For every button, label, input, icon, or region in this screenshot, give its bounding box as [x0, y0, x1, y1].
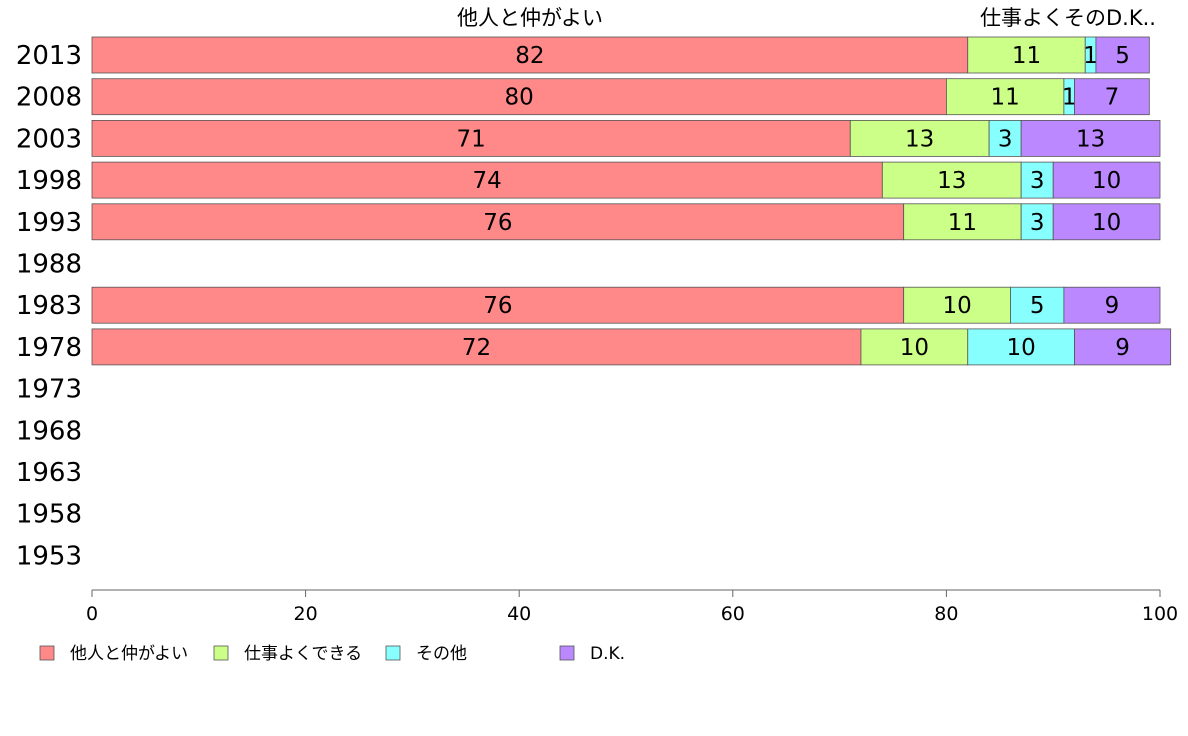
bar-segment: [1095, 36, 1150, 74]
bar-value-label: 11: [990, 85, 1019, 111]
x-axis: 0 20 40 60 80 100: [86, 589, 1178, 625]
bar-segment: [946, 78, 1065, 116]
bar-segment: [91, 328, 862, 366]
x-tick-label: 100: [1142, 603, 1178, 625]
x-tick-label: 60: [721, 603, 745, 625]
bar-segment: [849, 120, 990, 157]
bar-segment: [1020, 120, 1161, 157]
bar-value-label: 7: [1105, 85, 1120, 111]
x-tick-label: 0: [86, 603, 98, 625]
bar-segment: [1020, 203, 1054, 241]
legend-swatch: [213, 645, 229, 661]
bar-segment: [1063, 286, 1161, 324]
top-label-2: 仕事よくその: [980, 6, 1106, 30]
bar-value-label: 10: [900, 335, 929, 361]
bar-value-label: 13: [905, 126, 934, 152]
bar-segment: [967, 328, 1075, 366]
y-label-2013: 2013: [16, 41, 82, 71]
bar-segment: [903, 203, 1022, 241]
bar-value-label: 10: [1092, 210, 1121, 236]
bar-value-label: 9: [1115, 335, 1130, 361]
bar-segment: [1052, 161, 1161, 199]
bar-segment: [1020, 161, 1054, 199]
bar-value-label: 76: [483, 210, 512, 236]
bar-value-label: 1: [1083, 43, 1098, 69]
legend-label: 他人と仲がよい: [70, 644, 188, 664]
bar-segment: [91, 286, 905, 324]
bar-value-label: 3: [1030, 210, 1045, 236]
y-axis-labels: 2013 2008 2003 1998 1993 1988 1983 1978 1973 1968…: [16, 41, 82, 571]
legend-label: D.K.: [590, 644, 625, 664]
legend: 他人と仲がよい 仕事よくできる その他 D.K.: [39, 644, 625, 664]
legend-swatch: [39, 645, 55, 661]
top-label-3: D.K..: [1106, 6, 1156, 30]
bar-value-label: 5: [1115, 43, 1130, 69]
bar-segment: [903, 286, 1011, 324]
bar-value-label: 80: [505, 85, 534, 111]
bar-segment: [860, 328, 969, 366]
legend-swatch: [385, 645, 401, 661]
legend-label: 仕事よくできる: [244, 644, 362, 664]
bar-value-label: 10: [1007, 335, 1036, 361]
y-label-1968: 1968: [16, 416, 82, 446]
y-label-1953: 1953: [16, 541, 82, 571]
bar-value-label: 13: [1076, 126, 1105, 152]
y-label-1973: 1973: [16, 375, 82, 405]
bar-value-label: 11: [1012, 43, 1041, 69]
bar-value-label: 10: [942, 293, 971, 319]
bar-value-label: 5: [1030, 293, 1045, 319]
y-label-1998: 1998: [16, 166, 82, 196]
bar-value-label: 71: [456, 126, 485, 152]
bar-value-label: 13: [937, 168, 966, 194]
y-label-1958: 1958: [16, 500, 82, 530]
legend-swatch: [559, 645, 575, 661]
bar-value-label: 82: [515, 43, 544, 69]
bar-value-label: 9: [1105, 293, 1120, 319]
bar-segment: [91, 120, 851, 157]
bar-segment: [1074, 328, 1172, 366]
top-label-1: 他人と仲がよい: [457, 6, 603, 30]
bar-value-label: 74: [473, 168, 502, 194]
bar-segment: [91, 161, 883, 199]
bar-segment: [91, 78, 947, 116]
bar-segment: [881, 161, 1022, 199]
y-label-1983: 1983: [16, 291, 82, 321]
legend-label: その他: [416, 644, 467, 664]
bar-segment: [1010, 286, 1065, 324]
x-tick-label: 40: [507, 603, 531, 625]
bar-value-label: 3: [1030, 168, 1045, 194]
y-label-2008: 2008: [16, 83, 82, 113]
bar-segment: [91, 36, 969, 74]
y-label-1963: 1963: [16, 458, 82, 488]
bar-segment: [1074, 78, 1150, 116]
bar-segment: [91, 203, 905, 241]
y-label-1988: 1988: [16, 250, 82, 280]
y-label-1978: 1978: [16, 333, 82, 363]
bar-segment: [1052, 203, 1161, 241]
bar-value-label: 3: [998, 126, 1013, 152]
bar-value-label: 76: [483, 293, 512, 319]
x-tick-label: 80: [934, 603, 958, 625]
x-tick-label: 20: [294, 603, 318, 625]
y-label-1993: 1993: [16, 208, 82, 238]
top-labels: 他人と仲がよい 仕事よくその D.K..: [457, 6, 1156, 30]
bar-value-label: 10: [1092, 168, 1121, 194]
bar-value-label: 1: [1062, 85, 1077, 111]
bar-value-label: 72: [462, 335, 491, 361]
y-label-2003: 2003: [16, 124, 82, 154]
bar-segment: [967, 36, 1086, 74]
bar-value-label: 11: [948, 210, 977, 236]
